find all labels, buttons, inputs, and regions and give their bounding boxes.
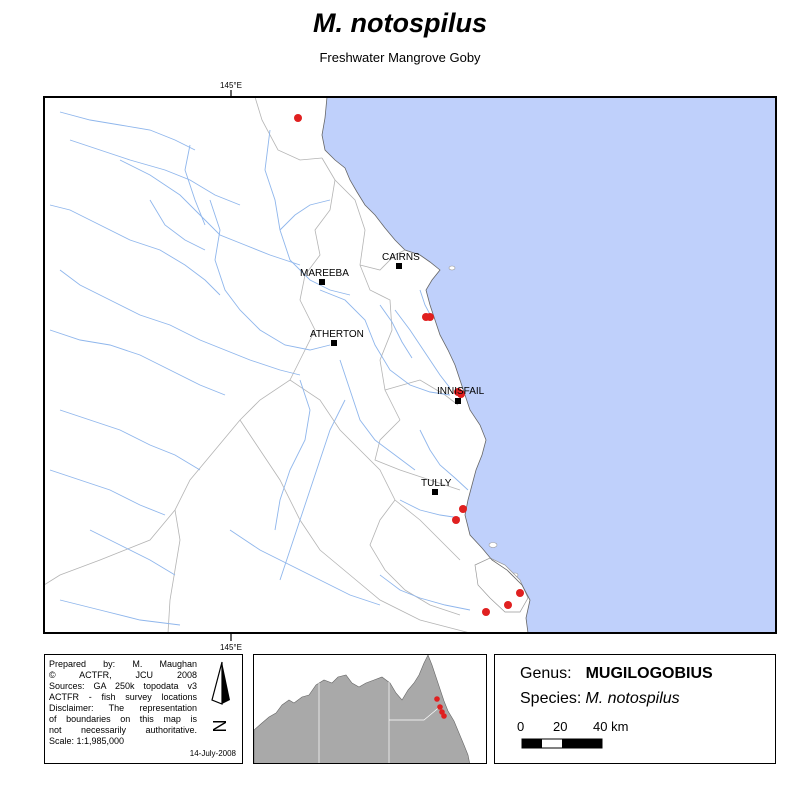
metadata-line: not necessarily authoritative. (49, 725, 197, 735)
record-point (452, 516, 460, 524)
metadata-line: of boundaries on this map is (49, 714, 197, 724)
scale-tick-label: 40 km (593, 719, 629, 734)
record-point (294, 114, 302, 122)
metadata-line: Disclaimer: The representation (49, 703, 197, 713)
town-marker (455, 398, 461, 404)
town-label: MAREEBA (300, 268, 349, 279)
species-row: Species: M. notospilus (520, 690, 680, 708)
north-label: N (210, 720, 230, 733)
species-value: M. notospilus (585, 690, 680, 707)
town-label: CAIRNS (382, 252, 420, 263)
towns: CAIRNS MAREEBA ATHERTON INNISFAIL TULLY (300, 252, 485, 495)
town-marker (432, 489, 438, 495)
scale-tick-label: 20 (553, 719, 568, 734)
genus-label: Genus: (520, 665, 572, 682)
record-points (294, 114, 524, 616)
longitude-label-bottom: 145°E (220, 643, 242, 650)
map-date: 14-July-2008 (189, 749, 236, 758)
record-point (459, 505, 467, 513)
legend-box: Genus: MUGILOGOBIUS Species: M. notospilus… (494, 654, 776, 764)
map-subtitle: Freshwater Mangrove Goby (319, 50, 481, 65)
metadata-line: Sources: GA 250k topodata v3 (49, 681, 197, 691)
town-marker (319, 279, 325, 285)
record-point (482, 608, 490, 616)
ocean (322, 97, 776, 633)
metadata-line: Scale: 1:1,985,000 (49, 736, 125, 746)
metadata-line: © ACTFR, JCU 2008 (49, 670, 197, 680)
map-frame (43, 96, 777, 634)
map-title: M. notospilus (313, 8, 487, 38)
main-map: CAIRNS MAREEBA ATHERTON INNISFAIL TULLY … (43, 81, 777, 650)
metadata-text: Prepared by: M. Maughan © ACTFR, JCU 200… (49, 659, 197, 747)
genus-value: MUGILOGOBIUS (585, 665, 713, 682)
species-label: Species: (520, 690, 582, 707)
rivers (49, 111, 471, 626)
scale-bar (521, 738, 603, 749)
town-marker (396, 263, 402, 269)
record-point (504, 601, 512, 609)
town-label: INNISFAIL (437, 386, 485, 397)
record-point (516, 589, 524, 597)
record-point (457, 390, 465, 398)
scale-tick-label: 0 (517, 719, 525, 734)
longitude-label-top: 145°E (220, 81, 242, 90)
town-marker (331, 340, 337, 346)
inset-land (254, 655, 470, 763)
boundaries (44, 97, 471, 633)
north-arrow-icon: N (210, 661, 230, 733)
metadata-line: Prepared by: M. Maughan (49, 659, 197, 669)
metadata-box: Prepared by: M. Maughan © ACTFR, JCU 200… (44, 654, 243, 764)
inset-map (253, 654, 487, 764)
town-label: TULLY (421, 478, 452, 489)
genus-row: Genus: MUGILOGOBIUS (520, 665, 713, 683)
record-point (426, 313, 434, 321)
town-label: ATHERTON (310, 329, 364, 340)
metadata-line: ACTFR - fish survey locations (49, 692, 197, 702)
